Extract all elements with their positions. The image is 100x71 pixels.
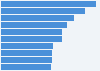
Bar [0,8,85,14]
Bar [0,64,51,70]
Bar [0,36,62,42]
Bar [0,15,74,21]
Bar [0,57,52,63]
Bar [0,43,53,49]
Bar [0,29,62,35]
Bar [0,1,96,7]
Bar [0,22,68,28]
Bar [0,50,52,56]
